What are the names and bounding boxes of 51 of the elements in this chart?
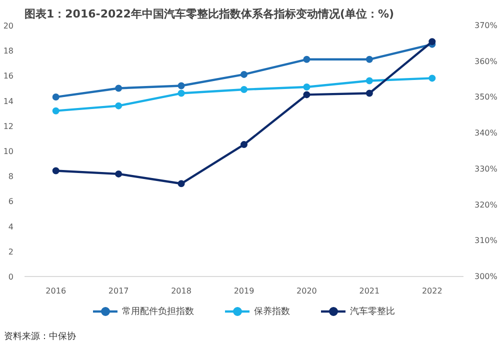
x-tick-label: 2020 [296, 286, 317, 296]
x-tick-label: 2017 [108, 286, 129, 296]
chart-title: 图表1：2016-2022年中国汽车零整比指数体系各指标变动情况(单位：%) [24, 8, 394, 20]
y2-tick-label: 310% [474, 236, 498, 246]
y2-tick-label: 300% [474, 272, 498, 281]
point [178, 180, 185, 188]
point [52, 167, 60, 174]
legend-label: 汽车零整比 [350, 306, 395, 318]
point [428, 74, 436, 82]
point [178, 90, 185, 97]
y-tick-label: 4 [8, 222, 14, 232]
y-tick-label: 6 [8, 197, 14, 206]
point [52, 107, 60, 114]
y-tick-label: 8 [8, 172, 14, 182]
x-tick-label: 2019 [234, 286, 254, 296]
point [52, 94, 60, 101]
y2-tick-label: 370% [474, 21, 498, 30]
point [115, 170, 122, 178]
point [115, 84, 122, 92]
y-tick-label: 0 [8, 272, 14, 282]
point [366, 56, 373, 63]
y2-tick-label: 360% [474, 56, 498, 66]
x-tick-label: 2018 [171, 286, 192, 296]
y2-tick-label: 340% [474, 128, 498, 138]
y-tick-label: 18 [3, 46, 14, 56]
y2-tick-label: 350% [474, 92, 498, 102]
y-tick-label: 2 [8, 247, 14, 256]
legend-label: 常用配件负担指数 [122, 306, 194, 318]
y-tick-label: 16 [3, 72, 14, 81]
point [178, 82, 185, 90]
point [303, 56, 310, 63]
point [240, 86, 248, 93]
legend-label: 保养指数 [254, 306, 290, 318]
y-tick-label: 12 [3, 122, 14, 131]
point [366, 90, 373, 97]
point [428, 38, 436, 46]
point [303, 91, 310, 98]
point [115, 102, 122, 110]
x-tick-label: 2016 [46, 286, 66, 296]
y-tick-label: 20 [3, 22, 14, 30]
point [366, 77, 373, 84]
y2-tick-label: 320% [474, 200, 498, 210]
y2-tick-label: 330% [474, 164, 498, 174]
text: 资料来源：中保协 [4, 331, 76, 344]
y-tick-label: 14 [3, 96, 14, 106]
point [303, 84, 310, 90]
point [240, 141, 248, 148]
x-tick-label: 2021 [359, 286, 380, 296]
point [240, 70, 248, 78]
y-tick-label: 10 [3, 147, 14, 156]
x-tick-label: 2022 [422, 286, 442, 296]
